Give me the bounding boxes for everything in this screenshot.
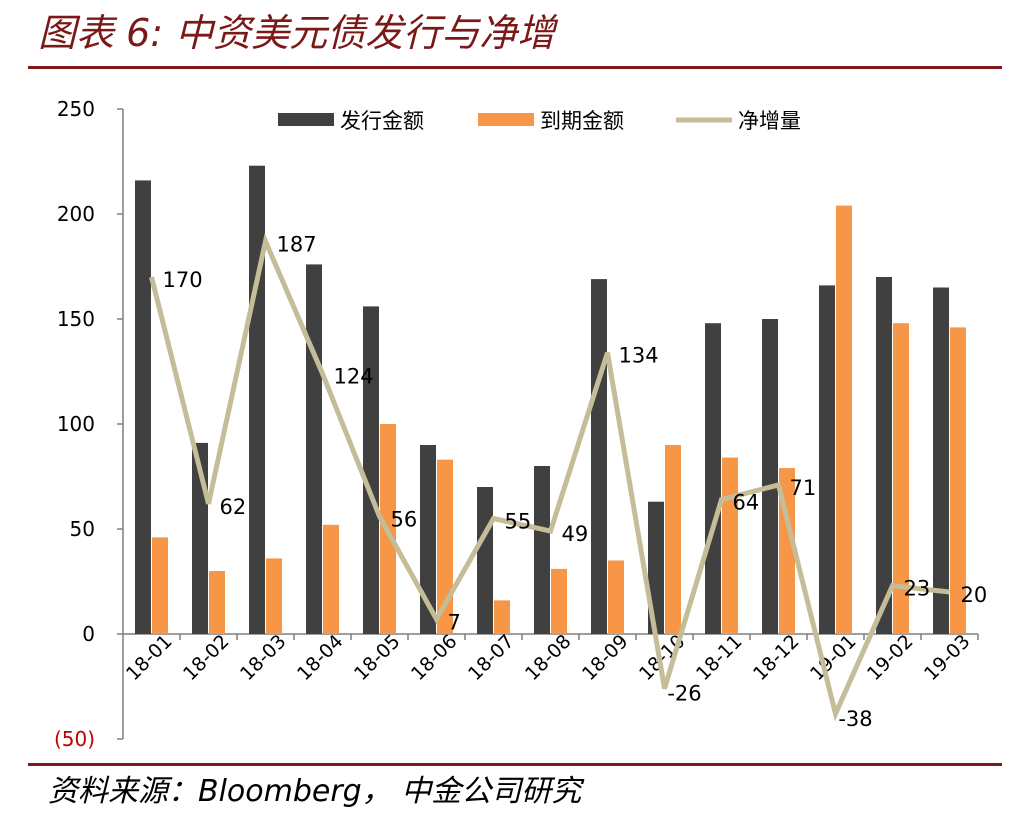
bar-issuance <box>249 165 265 634</box>
legend-maturity-swatch <box>478 113 534 126</box>
net-data-label: 170 <box>163 268 203 292</box>
bar-maturity <box>266 558 282 634</box>
x-tick-label: 18-12 <box>749 630 804 685</box>
x-tick-label: 18-06 <box>407 630 462 685</box>
bars <box>135 165 966 634</box>
source-divider <box>28 763 1002 766</box>
bar-issuance <box>135 180 151 634</box>
net-data-label: -38 <box>838 707 872 731</box>
bar-issuance <box>420 445 436 634</box>
bar-issuance <box>762 319 778 634</box>
net-data-label: -26 <box>667 682 701 706</box>
bar-maturity <box>665 445 681 634</box>
y-tick-label: 200 <box>57 202 95 226</box>
bar-maturity <box>152 537 168 634</box>
bar-maturity <box>494 600 510 634</box>
bar-maturity <box>950 327 966 634</box>
net-data-label: 49 <box>562 522 589 546</box>
x-tick-label: 19-03 <box>920 630 975 685</box>
x-tick-label: 18-05 <box>350 630 405 685</box>
net-data-label: 134 <box>619 344 659 368</box>
y-tick-label: 100 <box>57 412 95 436</box>
title-divider <box>28 66 1002 69</box>
legend-issuance-swatch <box>278 113 334 126</box>
net-series-line <box>149 233 950 722</box>
legend-issuance-label: 发行金额 <box>340 109 424 133</box>
net-data-label: 7 <box>448 610 461 634</box>
y-tick-label: 150 <box>57 307 95 331</box>
bar-issuance <box>534 466 550 634</box>
bar-maturity <box>323 524 339 634</box>
bar-maturity <box>608 560 624 634</box>
net-data-label: 187 <box>277 232 317 256</box>
x-tick-label: 18-01 <box>122 630 177 685</box>
net-data-label: 55 <box>505 510 532 534</box>
bar-issuance <box>876 277 892 634</box>
net-data-label: 56 <box>391 507 418 531</box>
x-tick-label: 18-07 <box>464 630 519 685</box>
legend-net-label: 净增量 <box>738 109 801 133</box>
net-data-label: 62 <box>220 495 247 519</box>
source-note: 资料来源：Bloomberg， 中金公司研究 <box>48 774 582 809</box>
bar-maturity <box>722 457 738 634</box>
bar-issuance <box>705 323 721 634</box>
bar-issuance <box>306 264 322 634</box>
net-line <box>149 233 950 722</box>
bar-issuance <box>591 279 607 634</box>
net-data-label: 71 <box>790 476 817 500</box>
bar-maturity <box>437 459 453 634</box>
net-data-label: 20 <box>961 583 988 607</box>
net-data-label: 124 <box>334 365 374 389</box>
chart: 250 200 150 100 50 0 (50) 18-01 18-02 18-03 18-04… <box>54 97 988 751</box>
y-tick-label: 0 <box>82 622 95 646</box>
bar-maturity <box>551 568 567 634</box>
legend: 发行金额 到期金额 净增量 <box>278 109 801 133</box>
x-tick-label: 18-11 <box>692 630 747 685</box>
net-data-label: 64 <box>733 491 760 515</box>
x-tick-label: 18-04 <box>293 630 348 685</box>
bar-maturity <box>836 205 852 634</box>
legend-maturity-label: 到期金额 <box>540 109 624 133</box>
data-labels: 170 62 187 124 56 7 55 49 134 -26 64 71 -38 23 20 <box>163 232 988 731</box>
y-axis: 250 200 150 100 50 0 (50) <box>54 97 124 751</box>
y-tick-label: (50) <box>54 727 95 751</box>
x-tick-label: 18-02 <box>179 630 234 685</box>
bar-issuance <box>819 285 835 634</box>
bar-issuance <box>363 306 379 634</box>
bar-issuance <box>933 287 949 634</box>
page-title: 图表 6: 中资美元债发行与净增 <box>38 11 556 55</box>
x-tick-label: 18-09 <box>578 630 633 685</box>
x-tick-label: 18-08 <box>521 630 576 685</box>
x-tick-label: 18-03 <box>236 630 291 685</box>
bar-maturity <box>893 323 909 634</box>
net-data-label: 23 <box>904 577 931 601</box>
bar-maturity <box>209 571 225 634</box>
y-tick-label: 250 <box>57 97 95 121</box>
bar-issuance <box>477 487 493 634</box>
y-tick-label: 50 <box>70 517 95 541</box>
